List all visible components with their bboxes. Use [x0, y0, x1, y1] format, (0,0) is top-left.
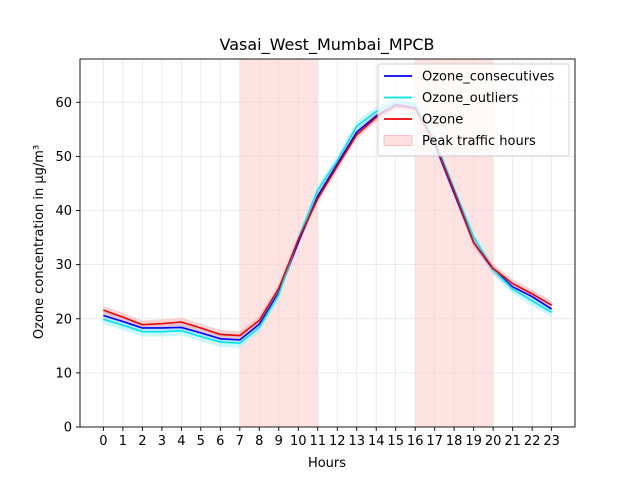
x-tick-label: 16 — [407, 434, 424, 449]
x-tick-label: 21 — [504, 434, 521, 449]
y-tick-label: 40 — [55, 204, 72, 219]
peak-traffic-region — [239, 59, 318, 427]
x-tick-label: 19 — [465, 434, 482, 449]
x-tick-label: 4 — [177, 434, 185, 449]
y-tick-label: 50 — [55, 150, 72, 165]
y-tick-label: 20 — [55, 312, 72, 327]
x-axis-label: Hours — [308, 456, 346, 471]
x-tick-label: 9 — [275, 434, 283, 449]
x-tick-label: 6 — [216, 434, 224, 449]
series-line-ozone-outliers — [103, 100, 553, 344]
legend-box — [377, 63, 570, 157]
legend: Ozone_consecutives Ozone_outliers Ozone Pea… — [377, 63, 570, 157]
legend-label-ozone-consecutives: Ozone_consecutives — [422, 70, 555, 85]
x-tick-label: 17 — [426, 434, 443, 449]
legend-label-ozone-outliers: Ozone_outliers — [422, 91, 519, 106]
x-tick-label: 2 — [138, 434, 146, 449]
x-tick-label: 3 — [158, 434, 166, 449]
x-tick-label: 18 — [446, 434, 463, 449]
x-tick-label: 10 — [290, 434, 307, 449]
x-tick-label: 12 — [329, 434, 346, 449]
axes-frame — [79, 58, 576, 428]
x-tick-label: 11 — [309, 434, 326, 449]
ticks: 0 1 2 3 4 5 6 7 8 9 10 11 12 13 14 15 16 17 18 19 20 21 22 2301… — [55, 96, 559, 449]
x-tick-label: 14 — [368, 434, 385, 449]
series-lines — [103, 100, 553, 344]
axis-text: Vasai_West_Mumbai_MPCB Hours Ozone conce… — [32, 35, 434, 471]
y-tick-label: 30 — [55, 258, 72, 273]
x-tick-label: 7 — [236, 434, 244, 449]
legend-label-ozone: Ozone — [422, 113, 463, 128]
x-tick-label: 15 — [387, 434, 404, 449]
x-tick-label: 20 — [485, 434, 502, 449]
y-tick-label: 60 — [55, 96, 72, 111]
axes — [79, 58, 576, 428]
x-tick-label: 1 — [119, 434, 127, 449]
legend-swatch-peak-traffic-hours — [383, 135, 413, 146]
x-tick-label: 0 — [99, 434, 107, 449]
y-axis-label: Ozone concentration in µg/m³ — [32, 145, 47, 339]
x-tick-label: 13 — [348, 434, 365, 449]
x-tick-label: 22 — [524, 434, 541, 449]
x-tick-label: 5 — [197, 434, 205, 449]
x-tick-label: 23 — [543, 434, 560, 449]
chart-title: Vasai_West_Mumbai_MPCB — [220, 35, 435, 55]
y-tick-label: 0 — [64, 421, 72, 436]
series-line-ozone — [103, 105, 553, 337]
y-tick-label: 10 — [55, 366, 72, 381]
legend-label-peak-traffic-hours: Peak traffic hours — [422, 134, 536, 149]
x-tick-label: 8 — [255, 434, 263, 449]
